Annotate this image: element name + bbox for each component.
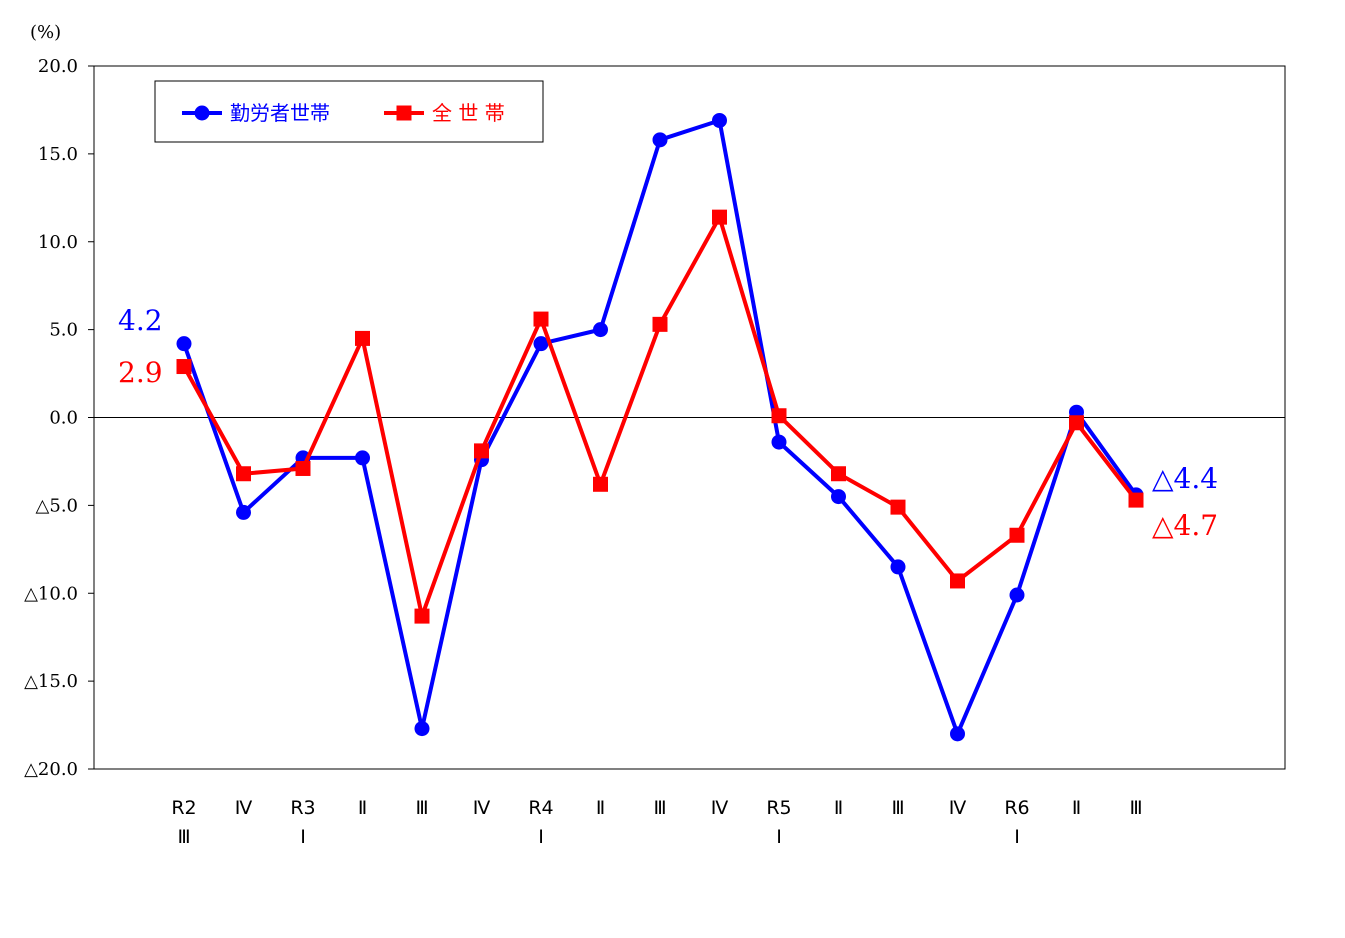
x-tick-label: Ⅰ bbox=[1014, 826, 1020, 848]
y-axis-ticks: 20.0 15.0 10.0 5.0 0.0 △5.0 △10.0 △15.0 △20.0 bbox=[24, 56, 94, 780]
x-tick-label: Ⅲ bbox=[891, 797, 904, 819]
x-tick-label: R6 bbox=[1004, 797, 1029, 819]
x-tick-label: Ⅱ bbox=[1072, 797, 1081, 819]
data-point-marker bbox=[950, 573, 965, 589]
data-point-marker bbox=[295, 460, 311, 476]
data-annotation: △4.4 bbox=[1152, 462, 1218, 495]
x-tick-label: Ⅲ bbox=[653, 797, 666, 819]
y-axis-unit-label: (%) bbox=[30, 22, 61, 43]
data-point-marker bbox=[236, 466, 251, 482]
x-tick-label: Ⅱ bbox=[596, 797, 605, 819]
data-annotation: 2.9 bbox=[118, 356, 163, 389]
y-tick-label: 15.0 bbox=[38, 144, 78, 165]
legend-label: 勤労者世帯 bbox=[230, 101, 330, 125]
data-point-marker bbox=[533, 336, 549, 352]
x-tick-label: Ⅰ bbox=[538, 826, 544, 848]
data-point-marker bbox=[1009, 527, 1025, 543]
data-point-marker bbox=[176, 336, 192, 352]
data-point-marker bbox=[593, 476, 608, 492]
series-line-2 bbox=[182, 215, 1138, 619]
x-tick-label: Ⅲ bbox=[1129, 797, 1142, 819]
x-tick-label: Ⅰ bbox=[300, 826, 306, 848]
y-tick-label: 10.0 bbox=[38, 232, 78, 253]
data-annotation: △4.7 bbox=[1152, 509, 1218, 542]
y-tick-label: △15.0 bbox=[24, 671, 78, 692]
data-point-marker bbox=[414, 721, 430, 737]
data-point-marker bbox=[1069, 415, 1084, 431]
data-point-marker bbox=[533, 311, 549, 327]
x-tick-label: Ⅱ bbox=[358, 797, 367, 819]
legend-label: 全 世 帯 bbox=[432, 101, 505, 125]
data-point-marker bbox=[652, 132, 668, 148]
x-tick-label: Ⅳ bbox=[711, 797, 729, 819]
data-point-marker bbox=[950, 726, 965, 742]
data-point-marker bbox=[176, 359, 192, 375]
data-point-marker bbox=[1009, 587, 1025, 603]
y-tick-label: 0.0 bbox=[49, 408, 78, 429]
x-axis-ticks: R2 Ⅲ Ⅳ R3 Ⅰ Ⅱ Ⅲ Ⅳ R4 Ⅰ Ⅱ Ⅲ Ⅳ R5 Ⅰ Ⅱ Ⅲ Ⅳ R6 Ⅰ Ⅱ Ⅲ bbox=[171, 797, 1142, 848]
data-point-marker bbox=[712, 112, 727, 128]
x-tick-label: Ⅰ bbox=[776, 826, 782, 848]
data-point-marker bbox=[831, 466, 846, 482]
data-point-marker bbox=[355, 450, 370, 466]
data-point-marker bbox=[1128, 492, 1144, 508]
data-point-marker bbox=[712, 209, 727, 225]
data-point-marker bbox=[652, 316, 668, 332]
y-tick-label: 20.0 bbox=[38, 56, 78, 77]
x-tick-label: Ⅲ bbox=[415, 797, 428, 819]
x-tick-label: R4 bbox=[528, 797, 553, 819]
x-tick-label: Ⅳ bbox=[473, 797, 491, 819]
y-tick-label: 5.0 bbox=[49, 320, 78, 341]
data-point-marker bbox=[771, 434, 787, 450]
y-tick-label: △10.0 bbox=[24, 583, 78, 604]
data-point-marker bbox=[890, 499, 906, 515]
legend: 勤労者世帯 全 世 帯 bbox=[154, 80, 544, 143]
x-tick-label: Ⅲ bbox=[177, 826, 190, 848]
legend-marker bbox=[396, 105, 412, 121]
data-point-marker bbox=[890, 559, 906, 575]
series-layer bbox=[176, 112, 1144, 742]
annotations: 4.2 2.9 △4.4 △4.7 bbox=[118, 304, 1218, 542]
data-point-marker bbox=[474, 443, 489, 459]
x-tick-label: Ⅳ bbox=[949, 797, 967, 819]
data-point-marker bbox=[831, 489, 846, 505]
y-tick-label: △5.0 bbox=[36, 495, 78, 516]
y-tick-label: △20.0 bbox=[24, 759, 78, 780]
data-point-marker bbox=[593, 322, 608, 338]
x-tick-label: R2 bbox=[171, 797, 196, 819]
x-tick-label: R3 bbox=[290, 797, 315, 819]
data-point-marker bbox=[355, 330, 370, 346]
x-tick-label: Ⅱ bbox=[834, 797, 843, 819]
x-tick-label: Ⅳ bbox=[235, 797, 253, 819]
x-tick-label: R5 bbox=[766, 797, 791, 819]
data-annotation: 4.2 bbox=[118, 304, 163, 337]
legend-marker bbox=[194, 105, 210, 121]
data-point-marker bbox=[414, 608, 430, 624]
data-point-marker bbox=[771, 408, 787, 424]
data-point-marker bbox=[236, 504, 251, 520]
series-line-1 bbox=[182, 118, 1138, 736]
